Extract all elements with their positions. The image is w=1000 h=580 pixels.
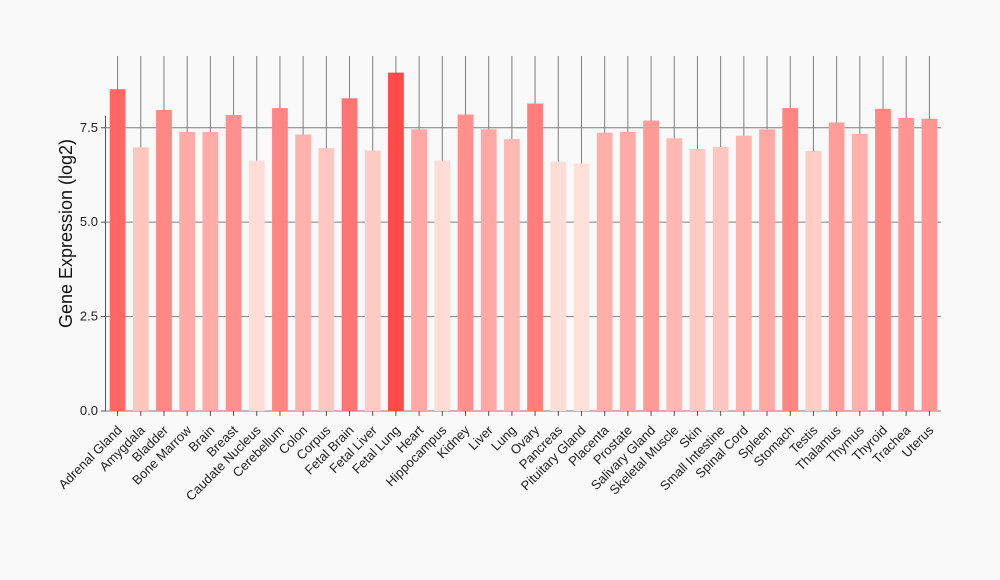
bar-brain[interactable] — [202, 131, 219, 411]
bar-adrenal-gland[interactable] — [109, 89, 126, 411]
bar-thymus[interactable] — [851, 133, 868, 412]
y-axis-title: Gene Expression (log2) — [56, 139, 76, 328]
y-tick-label: 2.5 — [80, 309, 98, 324]
bar-trachea[interactable] — [898, 117, 915, 412]
y-tick-label: 7.5 — [80, 120, 98, 135]
bar-pituitary-gland[interactable] — [573, 163, 590, 411]
bar-fetal-lung[interactable] — [388, 72, 404, 412]
bar-ovary[interactable] — [527, 103, 543, 411]
bar-fetal-brain[interactable] — [341, 98, 358, 411]
bar-bone-marrow[interactable] — [179, 131, 196, 411]
bar-testis[interactable] — [805, 150, 822, 412]
bar-prostate[interactable] — [619, 131, 636, 411]
bar-spinal-cord[interactable] — [735, 135, 752, 412]
bar-heart[interactable] — [411, 129, 428, 411]
bar-caudate-nucleus[interactable] — [248, 160, 265, 411]
bar-hippocampus[interactable] — [434, 160, 451, 411]
bar-pancreas[interactable] — [550, 161, 567, 411]
bar-stomach[interactable] — [782, 108, 799, 412]
bar-kidney[interactable] — [457, 114, 474, 411]
bar-colon[interactable] — [295, 134, 312, 411]
bar-breast[interactable] — [225, 114, 242, 412]
bar-bladder[interactable] — [156, 110, 172, 412]
y-tick-label: 0.0 — [80, 403, 98, 418]
bar-thyroid[interactable] — [875, 108, 891, 411]
bar-cerebellum[interactable] — [272, 108, 288, 412]
y-tick-label: 5.0 — [80, 214, 98, 229]
bar-lung[interactable] — [504, 139, 520, 411]
x-tick-label: Liver — [465, 422, 496, 453]
bar-uterus[interactable] — [921, 118, 938, 411]
bar-fetal-liver[interactable] — [364, 150, 381, 411]
bar-corpus[interactable] — [318, 148, 335, 412]
bar-liver[interactable] — [480, 129, 497, 411]
bar-small-intestine[interactable] — [712, 147, 729, 411]
bar-placenta[interactable] — [596, 132, 613, 411]
bar-salivary-gland[interactable] — [643, 120, 659, 412]
bar-amygdala[interactable] — [132, 147, 149, 411]
bar-skeletal-muscle[interactable] — [666, 138, 683, 412]
bar-thalamus[interactable] — [828, 122, 845, 412]
bar-spleen[interactable] — [759, 129, 775, 411]
bar-skin[interactable] — [689, 148, 706, 412]
